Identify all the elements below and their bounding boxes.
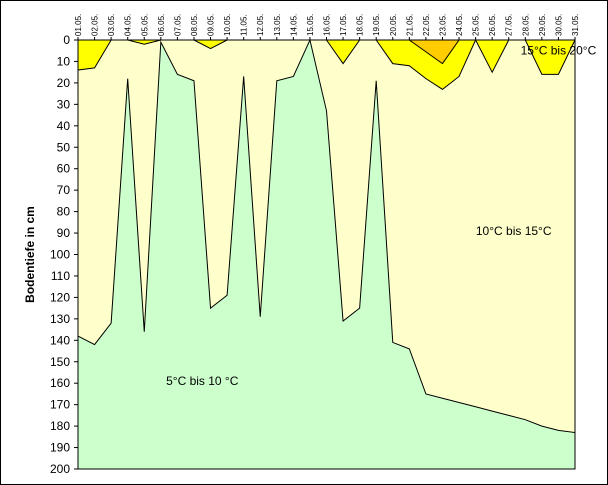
- annotation-label: 10°C bis 15°C: [476, 224, 552, 238]
- plot-areas: [77, 38, 576, 470]
- y-tick-label: 80: [57, 205, 71, 219]
- annotation-label: 15°C bis 20°C: [521, 44, 597, 58]
- x-tick-label: 25.05.: [472, 14, 481, 36]
- y-tick-label: 60: [57, 162, 71, 176]
- y-tick-label: 90: [57, 226, 71, 240]
- x-tick-label: 13.05.: [273, 14, 282, 36]
- annotation-label: 5°C bis 10 °C: [166, 374, 239, 388]
- y-tick-label: 70: [57, 183, 71, 197]
- y-tick-label: 150: [50, 355, 70, 369]
- x-tick-label: 02.05.: [91, 14, 100, 36]
- x-tick-label: 05.05.: [140, 14, 149, 36]
- x-tick-label: 14.05.: [289, 14, 298, 36]
- y-tick-label: 110: [51, 269, 70, 283]
- x-tick-label: 28.05.: [521, 14, 530, 36]
- x-tick-label: 08.05.: [190, 14, 199, 36]
- x-tick-label: 03.05.: [107, 14, 116, 36]
- y-tick-label: 160: [50, 376, 70, 390]
- x-tick-label: 16.05.: [323, 14, 332, 36]
- y-tick-label: 200: [50, 462, 70, 476]
- x-tick-label: 31.05.: [571, 14, 580, 36]
- y-tick-label: 130: [50, 312, 70, 326]
- y-tick-label: 0: [63, 33, 70, 47]
- x-tick-label: 10.05.: [223, 14, 232, 36]
- x-tick-label: 22.05.: [422, 14, 431, 36]
- x-tick-label: 20.05.: [389, 14, 398, 36]
- x-tick-label: 26.05.: [488, 14, 497, 36]
- area-annotations: 5°C bis 10 °C 10°C bis 15°C 15°C bis 20°C: [166, 44, 596, 388]
- x-tick-label: 18.05.: [356, 14, 365, 36]
- x-tick-label: 01.05.: [74, 14, 83, 36]
- y-tick-label: 120: [50, 290, 70, 304]
- y-tick-label: 30: [57, 97, 71, 111]
- x-tick-label: 17.05.: [339, 14, 348, 36]
- x-tick-label: 09.05.: [207, 14, 216, 36]
- x-tick-label: 11.05.: [240, 14, 249, 36]
- x-tick-label: 24.05.: [455, 14, 464, 36]
- x-tick-label: 04.05.: [124, 14, 133, 36]
- x-tick-label: 23.05.: [438, 14, 447, 36]
- y-tick-label: 100: [50, 248, 70, 262]
- y-tick-label: 170: [50, 398, 70, 412]
- x-tick-label: 21.05.: [405, 14, 414, 36]
- y-tick-label: 190: [50, 441, 70, 455]
- x-tick-label: 12.05.: [256, 14, 265, 36]
- y-axis-label: Bodentiefe in cm: [23, 206, 37, 303]
- x-axis-tick-labels: 01.05. 02.05. 03.05. 04.05. 05.05. 06.05. 07.0…: [74, 14, 580, 40]
- y-tick-label: 180: [50, 419, 70, 433]
- x-tick-label: 27.05.: [505, 14, 514, 36]
- y-tick-label: 140: [50, 333, 70, 347]
- y-tick-label: 40: [57, 119, 71, 133]
- x-tick-label: 19.05.: [372, 14, 381, 36]
- y-tick-label: 50: [57, 140, 71, 154]
- y-tick-label: 20: [57, 76, 71, 90]
- x-tick-label: 07.05.: [173, 14, 182, 36]
- x-tick-label: 30.05.: [554, 14, 563, 36]
- x-tick-label: 29.05.: [538, 14, 547, 36]
- area-5-10: [77, 38, 576, 470]
- x-tick-label: 06.05.: [157, 14, 166, 36]
- x-tick-label: 15.05.: [306, 14, 315, 36]
- y-axis-ticks: 0 10 20 30 40 50 60 70 80 90 100 110 120 130 140 150 160…: [50, 33, 78, 476]
- y-tick-label: 10: [57, 54, 71, 68]
